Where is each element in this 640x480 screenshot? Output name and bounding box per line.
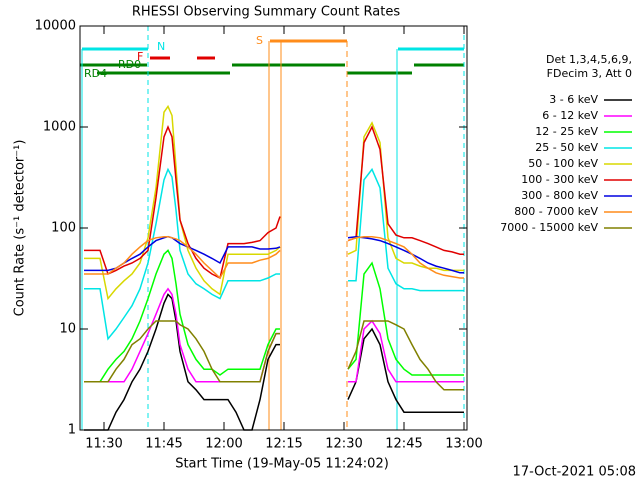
y-tick-label: 10 bbox=[59, 322, 76, 337]
series-line bbox=[84, 235, 464, 280]
legend-label: 12 - 25 keV bbox=[535, 125, 598, 138]
series-line bbox=[84, 320, 464, 391]
y-tick-label: 1000 bbox=[43, 120, 76, 135]
timestamp: 17-Oct-2021 05:08 bbox=[513, 465, 636, 480]
x-tick-label: 11:30 bbox=[85, 437, 122, 452]
flag-label: RD4 bbox=[84, 67, 107, 80]
legend-header: Det 1,3,4,5,6,9, bbox=[546, 53, 632, 66]
event-lines bbox=[81, 26, 465, 430]
legend-label: 7000 - 15000 keV bbox=[500, 221, 598, 234]
legend-label: 3 - 6 keV bbox=[549, 93, 598, 106]
x-tick-label: 12:30 bbox=[325, 437, 362, 452]
flag-bars bbox=[80, 39, 464, 75]
series-line bbox=[84, 167, 464, 341]
legend-header: FDecim 3, Att 0 bbox=[547, 67, 632, 80]
flag-label: RD0 bbox=[118, 58, 141, 71]
x-tick-label: 12:45 bbox=[385, 437, 422, 452]
y-tick-label: 1 bbox=[68, 423, 76, 438]
y-axis-label: Count Rate (s⁻¹ detector⁻¹) bbox=[13, 140, 28, 317]
legend-label: 25 - 50 keV bbox=[535, 141, 598, 154]
chart-title: RHESSI Observing Summary Count Rates bbox=[132, 5, 401, 20]
legend-label: 800 - 7000 keV bbox=[514, 205, 598, 218]
series-line bbox=[84, 293, 464, 431]
legend-label: 100 - 300 keV bbox=[521, 173, 598, 186]
y-tick-label: 100 bbox=[51, 221, 76, 236]
legend-label: 6 - 12 keV bbox=[542, 109, 598, 122]
y-tick-label: 10000 bbox=[35, 19, 76, 34]
legend-label: 50 - 100 keV bbox=[528, 157, 598, 170]
flag-label: S bbox=[256, 34, 263, 47]
flag-label: F bbox=[137, 50, 143, 63]
series-line bbox=[84, 249, 464, 383]
legend-label: 300 - 800 keV bbox=[521, 189, 598, 202]
flag-label: N bbox=[157, 40, 165, 53]
x-tick-label: 12:00 bbox=[205, 437, 242, 452]
series-line bbox=[84, 125, 464, 280]
x-axis-label: Start Time (19-May-05 11:24:02) bbox=[175, 457, 389, 472]
x-tick-label: 12:15 bbox=[265, 437, 302, 452]
x-tick-label: 11:45 bbox=[145, 437, 182, 452]
x-tick-label: 13:00 bbox=[445, 437, 482, 452]
